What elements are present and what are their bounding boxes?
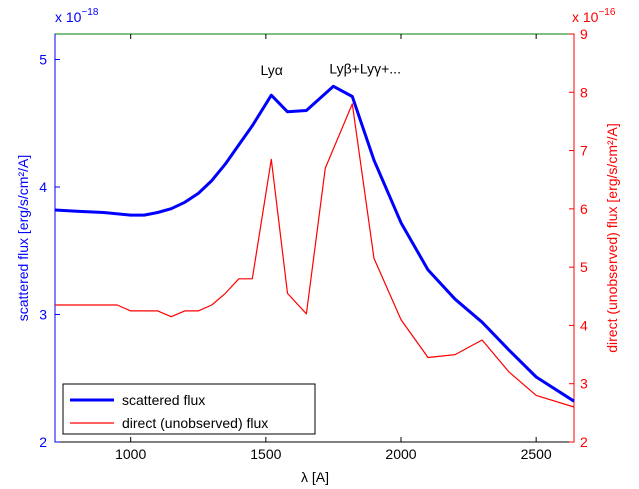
axis-ticks: 1000 1500 2000 2500 2 3 4 5 2 3 4 5 6 7 8 9 <box>39 26 588 462</box>
x-axis-label: λ [A] <box>301 469 329 485</box>
right-y-tick-label: 9 <box>580 26 588 42</box>
annotation-ly-beta-gamma: Lyβ+Lyγ+... <box>329 61 401 77</box>
right-y-tick-label: 3 <box>580 376 588 392</box>
right-y-tick-label: 2 <box>580 434 588 450</box>
series-line-scattered-flux <box>54 84 575 403</box>
left-exponent-base: x 10 <box>55 9 82 25</box>
annotations: Lyα Lyβ+Lyγ+... <box>260 61 401 78</box>
right-y-tick-label: 4 <box>580 317 588 333</box>
right-exponent-base: x 10 <box>572 9 599 25</box>
left-y-tick-label: 2 <box>39 434 47 450</box>
annotation-ly-alpha: Lyα <box>260 62 282 78</box>
x-tick-label: 1500 <box>250 446 281 462</box>
right-y-tick-label: 5 <box>580 259 588 275</box>
legend-label-scattered: scattered flux <box>122 392 205 408</box>
left-exponent: x 10−18 <box>55 7 99 25</box>
series-lines <box>54 84 575 408</box>
x-tick-label: 2500 <box>521 446 552 462</box>
svg-text:x 10−16: x 10−16 <box>572 7 616 25</box>
x-tick-label: 2000 <box>385 446 416 462</box>
left-y-tick-label: 5 <box>39 52 47 68</box>
right-exponent: x 10−16 <box>572 7 616 25</box>
right-y-tick-label: 7 <box>580 143 588 159</box>
left-y-axis-label: scattered flux [erg/s/cm²/A] <box>15 155 31 322</box>
legend: scattered flux direct (unobserved) flux <box>62 383 316 435</box>
plot-background <box>55 34 574 442</box>
svg-text:x 10−18: x 10−18 <box>55 7 99 25</box>
right-y-tick-label: 6 <box>580 201 588 217</box>
left-y-tick-label: 3 <box>39 307 47 323</box>
series-line-direct-flux <box>55 103 575 408</box>
right-exponent-power: −16 <box>598 7 615 18</box>
right-y-tick-label: 8 <box>580 84 588 100</box>
right-y-axis-label: direct (unobserved) flux [erg/s/cm²/A] <box>604 123 620 353</box>
left-y-tick-label: 4 <box>39 179 47 195</box>
plot-area: 1000 1500 2000 2500 2 3 4 5 2 3 4 5 6 7 8 9 Lyα Lyβ+Lyγ+… <box>39 26 588 462</box>
left-exponent-power: −18 <box>81 7 98 18</box>
legend-box <box>62 383 316 435</box>
legend-label-direct: direct (unobserved) flux <box>122 415 268 431</box>
x-tick-label: 1000 <box>115 446 146 462</box>
